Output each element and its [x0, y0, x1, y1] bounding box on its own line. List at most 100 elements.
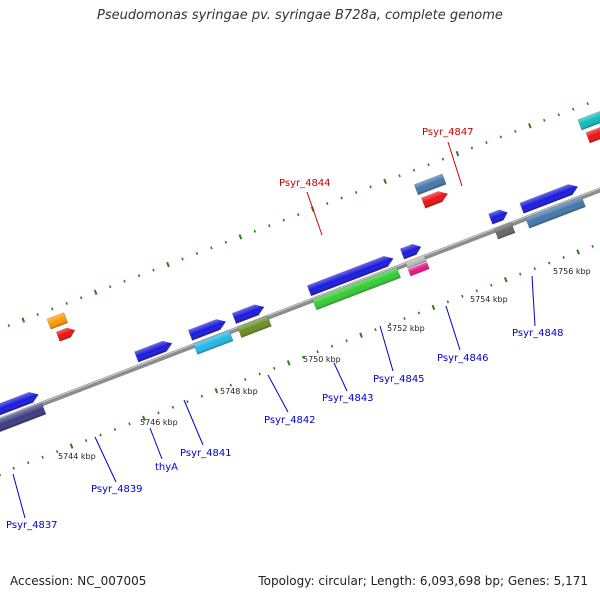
inner-tick	[330, 344, 334, 348]
gene-label[interactable]: Psyr_4847	[422, 127, 474, 138]
feature-thyA-cds-shade	[193, 330, 234, 355]
gene-label[interactable]: Psyr_4839	[91, 484, 143, 495]
outer-tick	[79, 296, 83, 300]
inner-tick	[503, 276, 508, 283]
outer-tick	[354, 190, 358, 194]
inner-tick	[99, 433, 102, 437]
outer-tick	[499, 135, 503, 139]
feature-4841-cds	[237, 315, 272, 338]
label-leader-line	[333, 362, 348, 392]
feature-4839-gene	[134, 340, 173, 363]
kbp-tick-label: 5744 kbp	[58, 452, 96, 461]
outer-tick	[325, 202, 329, 206]
map-title: Pseudomonas syringae pv. syringae B728a,…	[97, 8, 503, 23]
feature-red-cds-a-shade	[56, 327, 75, 342]
gene-label[interactable]: Psyr_4846	[437, 353, 489, 364]
feature-thyA-gene	[187, 319, 227, 341]
inner-tick	[490, 283, 493, 287]
gene-label[interactable]: Psyr_4844	[279, 178, 331, 189]
inner-tick	[417, 311, 421, 315]
outer-tick	[152, 268, 155, 272]
inner-tick	[258, 372, 261, 376]
outer-tick	[369, 185, 372, 189]
gene-label[interactable]: Psyr_4848	[512, 328, 564, 339]
kbp-tick-label: 5746 kbp	[140, 418, 178, 427]
inner-tick	[562, 255, 565, 259]
inner-tick	[12, 466, 15, 470]
inner-tick	[446, 300, 450, 304]
feature-4846-cds	[525, 196, 586, 229]
inner-tick	[200, 394, 204, 398]
feature-4845-cds-shade	[494, 222, 516, 240]
feature-4846-gene-shade	[519, 184, 578, 214]
genome-stats: Topology: circular; Length: 6,093,698 bp…	[258, 574, 588, 588]
feature-4843-cds	[407, 261, 430, 277]
inner-tick	[519, 272, 522, 276]
gene-label[interactable]: Psyr_4837	[6, 520, 58, 531]
feature-4837-cds	[0, 402, 47, 435]
outer-tick	[166, 261, 170, 268]
feature-4841-gene	[231, 304, 265, 324]
inner-tick	[113, 427, 117, 431]
inner-tick	[431, 304, 436, 311]
feature-4837-gene-shade	[0, 392, 39, 420]
feature-4845-gene	[488, 209, 508, 225]
inner-tick	[157, 411, 160, 415]
inner-tick	[591, 244, 594, 248]
feature-4844-cds	[421, 191, 449, 209]
label-leader-line	[445, 305, 461, 351]
outer-tick	[485, 141, 488, 145]
outer-tick	[398, 174, 401, 178]
outer-tick	[340, 196, 343, 200]
label-leader-line	[183, 399, 204, 446]
outer-tick	[195, 251, 199, 255]
feature-4844-cds-shade	[421, 191, 448, 209]
outer-tick	[65, 301, 68, 305]
outer-tick	[572, 107, 575, 111]
outer-tick	[297, 213, 300, 217]
gene-label[interactable]: Psyr_4845	[373, 374, 425, 385]
outer-tick	[514, 129, 517, 133]
gene-label[interactable]: Psyr_4843	[322, 393, 374, 404]
inner-tick	[576, 249, 580, 255]
feature-orange-gene	[46, 312, 69, 330]
feature-4843-grey-shade	[405, 254, 427, 269]
feature-orange-gene-shade	[46, 312, 68, 330]
inner-tick	[69, 443, 74, 449]
feature-4845-cds	[493, 222, 516, 240]
gene-label[interactable]: Psyr_4842	[264, 415, 316, 426]
outer-tick	[238, 234, 243, 240]
gene-label[interactable]: Psyr_4841	[180, 448, 232, 459]
inner-tick	[345, 339, 348, 343]
feature-4837-gene	[0, 391, 39, 420]
inner-tick	[26, 461, 30, 465]
outer-tick	[210, 246, 213, 250]
kbp-tick-label: 5752 kbp	[387, 324, 425, 333]
inner-tick	[374, 328, 377, 332]
feature-red-cds-a	[55, 327, 76, 342]
outer-tick-track	[7, 102, 589, 328]
accession-text: Accession: NC_007005	[10, 574, 147, 588]
inner-tick	[475, 289, 479, 293]
feature-4846-cds-shade	[525, 196, 586, 229]
feature-4843-cds-shade	[408, 262, 430, 276]
gene-label[interactable]: thyA	[155, 462, 178, 473]
label-leader-line	[531, 275, 536, 327]
inner-tick	[533, 267, 536, 271]
inner-tick	[359, 332, 363, 338]
kbp-tick-label: 5756 kbp	[553, 267, 591, 276]
feature-thyA-cds	[193, 330, 234, 355]
label-leaders	[12, 141, 536, 519]
outer-tick	[36, 313, 39, 317]
feature-4842-gene	[306, 255, 394, 297]
outer-tick	[7, 324, 11, 328]
inner-tick	[84, 439, 88, 443]
inner-tick	[214, 387, 219, 394]
inner-tick	[186, 400, 189, 404]
outer-tick	[455, 150, 460, 157]
feature-4837-cds-shade	[0, 402, 46, 434]
outer-tick	[108, 285, 112, 289]
outer-tick	[427, 163, 430, 167]
inner-tick	[286, 360, 291, 366]
